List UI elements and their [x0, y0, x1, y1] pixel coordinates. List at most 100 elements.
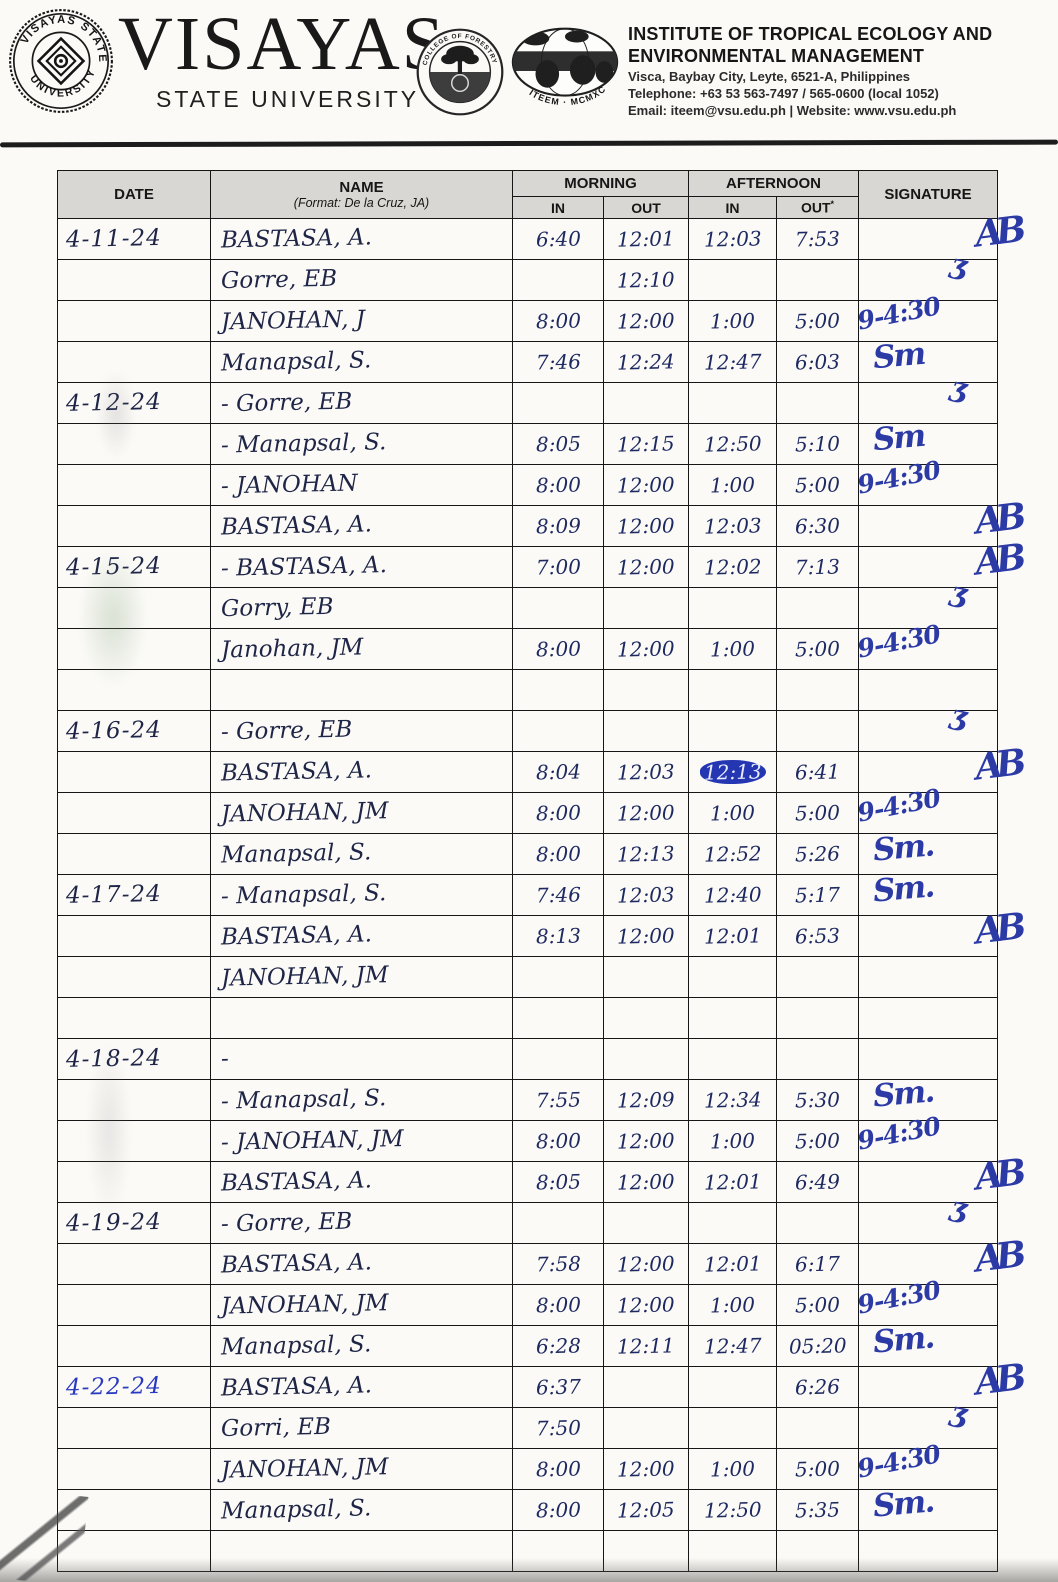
signature-cell: Sm.: [858, 827, 998, 875]
afternoon-in-value: 12:40: [703, 882, 762, 908]
afternoon-out-cell: [776, 1202, 859, 1244]
afternoon-out-cell: 5:17: [776, 874, 859, 916]
afternoon-out-cell: [776, 1038, 859, 1080]
afternoon-out-mark: *: [830, 199, 835, 210]
morning-out-value: 12:01: [616, 226, 676, 252]
institute-name-line2: ENVIRONMENTAL MANAGEMENT: [628, 45, 925, 66]
name-value: Manapsal, S.: [220, 839, 372, 869]
signature-scrawl: Sm.: [871, 827, 935, 869]
table-row: Manapsal, S. 7:46 12:24 12:47 6:03 Sm: [57, 336, 998, 383]
afternoon-out-cell: 6:49: [776, 1161, 859, 1203]
morning-in-cell: 6:37: [512, 1366, 604, 1408]
morning-column-header: MORNING: [512, 170, 689, 197]
morning-in-value: 6:28: [535, 1333, 581, 1359]
afternoon-in-cell: 12:03: [688, 505, 777, 547]
name-value: - Manapsal, S.: [220, 429, 387, 459]
afternoon-out-value: 5:26: [794, 841, 841, 867]
institute-name-line1: INSTITUTE OF TROPICAL ECOLOGY AND: [628, 24, 993, 44]
morning-in-cell: [512, 1202, 604, 1244]
table-row: Gorre, EB 12:10 ʒ: [57, 247, 998, 301]
afternoon-out-value: 5:00: [794, 800, 841, 826]
afternoon-in-cell: 1:00: [688, 1120, 777, 1162]
date-cell: [57, 300, 211, 342]
morning-out-cell: [603, 669, 689, 711]
name-cell: BASTASA, A.: [210, 505, 513, 547]
name-cell: Manapsal, S.: [210, 1325, 513, 1367]
morning-out-cell: 12:03: [603, 874, 689, 916]
name-value: - Gorre, EB: [220, 388, 353, 418]
date-cell: [57, 341, 211, 383]
date-cell: 4-15-24: [57, 546, 211, 588]
institute-address: Visca, Baybay City, Leyte, 6521-A, Phili…: [628, 68, 911, 84]
morning-out-cell: 12:00: [603, 1120, 689, 1162]
name-value: - BASTASA, A.: [220, 552, 388, 582]
morning-out-cell: 12:00: [603, 1161, 689, 1203]
signature-cell: [858, 956, 998, 998]
morning-out-cell: 12:00: [603, 628, 689, 670]
name-value: Janohan, JM: [220, 634, 364, 664]
morning-out-cell: 12:00: [603, 300, 689, 342]
morning-in-cell: 6:28: [512, 1325, 604, 1367]
name-value: Manapsal, S.: [220, 1495, 372, 1525]
morning-out-cell: [603, 382, 689, 424]
table-row: BASTASA, A. 7:58 12:00 12:01 6:17 AB: [57, 1233, 1021, 1285]
signature-cell: [858, 1038, 998, 1080]
name-cell: BASTASA, A.: [210, 751, 513, 793]
afternoon-out-value: 5:00: [794, 1128, 841, 1154]
morning-in-cell: [512, 259, 604, 301]
date-cell: 4-17-24: [57, 874, 211, 916]
morning-out-cell: 12:05: [603, 1489, 689, 1531]
table-row: Gorry, EB ʒ: [57, 575, 998, 629]
name-value: JANOHAN, JM: [220, 798, 389, 828]
signature-scrawl: Sm.: [871, 868, 935, 910]
date-cell: 4-11-24: [57, 218, 211, 260]
name-value: BASTASA, A.: [220, 1167, 373, 1197]
signature-cell: Sm.: [858, 868, 998, 916]
institute-block: INSTITUTE OF TROPICAL ECOLOGY AND ENVIRO…: [628, 24, 1048, 118]
institute-telephone: Telephone: +63 53 563-7497 / 565-0600 (l…: [628, 85, 939, 101]
morning-in-cell: 8:00: [512, 1448, 604, 1490]
morning-out-cell: [603, 1407, 689, 1449]
date-cell: [57, 1161, 211, 1203]
name-value: JANOHAN, JM: [220, 1290, 389, 1320]
name-cell: - Gorre, EB: [210, 710, 513, 752]
afternoon-in-value: 12:34: [703, 1087, 762, 1113]
morning-in-value: 7:50: [535, 1415, 581, 1441]
table-row: 4-22-24 BASTASA, A. 6:37 6:26 AB: [57, 1356, 1021, 1408]
table-row: 4-18-24 -: [57, 1038, 998, 1080]
table-row: BASTASA, A. 8:09 12:00 12:03 6:30 AB: [57, 495, 1021, 547]
morning-in-value: 8:04: [535, 759, 581, 785]
afternoon-in-value: 12:02: [703, 554, 762, 580]
morning-in-value: 6:37: [535, 1374, 581, 1400]
morning-out-cell: 12:00: [603, 464, 689, 506]
morning-out-cell: 12:00: [603, 915, 689, 957]
date-cell: [57, 628, 211, 670]
morning-in-value: 8:00: [535, 1292, 581, 1318]
date-cell: [57, 259, 211, 301]
university-wordmark: VISAYAS: [118, 2, 446, 86]
afternoon-out-value: 6:26: [794, 1374, 841, 1400]
afternoon-out-cell: 5:00: [776, 464, 859, 506]
signature-scrawl: Sm.: [871, 1319, 935, 1361]
afternoon-in-cell: 1:00: [688, 300, 777, 342]
table-row: BASTASA, A. 8:04 12:03 12:13 6:41 AB: [57, 741, 1021, 793]
morning-out-cell: 12:00: [603, 1243, 689, 1285]
name-cell: JANOHAN, JM: [210, 956, 513, 998]
afternoon-in-value: 12:03: [703, 513, 762, 539]
table-row: Gorri, EB 7:50 ʒ: [57, 1395, 998, 1449]
letterhead: VISAYAS STATE UNIVERSITY VISAYAS STATE U…: [0, 0, 1058, 145]
afternoon-out-cell: 6:30: [776, 505, 859, 547]
afternoon-out-value: 6:17: [794, 1251, 841, 1277]
afternoon-out-value: 5:00: [794, 1292, 841, 1318]
morning-in-cell: [512, 587, 604, 629]
name-value: - Gorre, EB: [220, 1208, 353, 1238]
afternoon-in-cell: 1:00: [688, 464, 777, 506]
morning-out-value: 12:10: [616, 267, 676, 293]
name-value: BASTASA, A.: [220, 1372, 373, 1402]
morning-in-cell: 8:05: [512, 423, 604, 465]
name-cell: BASTASA, A.: [210, 218, 513, 260]
table-row: - Manapsal, S. 8:05 12:15 12:50 5:10 Sm: [57, 418, 998, 465]
morning-in-value: 7:46: [535, 349, 581, 375]
morning-in-cell: 8:00: [512, 300, 604, 342]
afternoon-in-cell: [688, 587, 777, 629]
